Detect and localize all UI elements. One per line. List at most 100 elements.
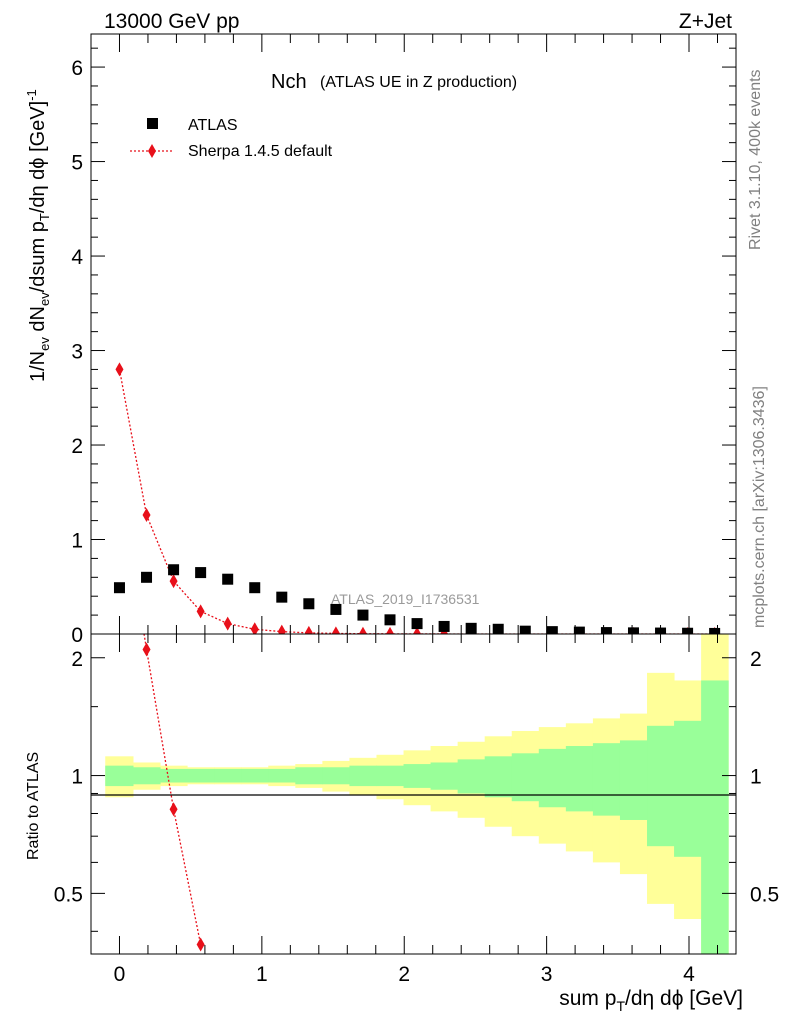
top-y-tick-label: 6 xyxy=(71,57,83,80)
band-inner xyxy=(105,765,134,787)
legend-marker-sherpa xyxy=(148,144,156,158)
data-point xyxy=(519,625,531,634)
mc-point xyxy=(386,626,395,634)
band-inner xyxy=(619,740,648,820)
legend-label-sherpa: Sherpa 1.4.5 default xyxy=(188,143,333,160)
band-inner xyxy=(295,767,323,785)
bottom-y-tick-label: 1 xyxy=(71,766,83,789)
top-axes: 0 1 2 3 4 5 6 xyxy=(71,34,736,647)
x-tick-label: 1 xyxy=(256,963,268,986)
band-inner xyxy=(538,748,567,808)
x-tick-label: 4 xyxy=(683,963,695,986)
band-inner xyxy=(674,720,702,857)
x-tick-label: 3 xyxy=(541,963,553,986)
band-inner xyxy=(322,767,350,785)
top-y-tick-label: 2 xyxy=(71,435,83,458)
energy-label: 13000 GeV pp xyxy=(104,10,239,33)
data-point xyxy=(357,609,369,621)
mc-ratio-point xyxy=(115,473,123,487)
mc-point xyxy=(196,604,205,619)
mc-ratio-point xyxy=(142,642,151,657)
data-point xyxy=(465,622,477,634)
x-tick-label: 0 xyxy=(114,963,126,986)
band-inner xyxy=(647,725,675,847)
top-y-tick-label: 3 xyxy=(71,341,83,364)
data-point xyxy=(709,627,721,634)
chart-subtitle: (ATLAS UE in Z production) xyxy=(320,74,517,91)
band-inner xyxy=(160,768,188,783)
data-point xyxy=(222,573,234,585)
data-point xyxy=(168,564,180,576)
band-inner xyxy=(484,756,513,798)
band-inner xyxy=(187,768,215,783)
band-inner xyxy=(349,765,377,787)
data-point xyxy=(411,618,423,630)
top-y-tick-label: 0 xyxy=(71,624,83,647)
band-inner xyxy=(268,768,296,783)
bottom-y-tick-label-right: 1 xyxy=(750,766,762,789)
x-axis-label: sum pT/dη dϕ [GeV] xyxy=(559,987,743,1014)
data-point xyxy=(600,627,612,634)
mc-point xyxy=(331,626,340,634)
top-y-tick-label: 1 xyxy=(71,530,83,553)
site-label: mcplots.cern.ch [arXiv:1306.3436] xyxy=(751,386,768,628)
band-inner xyxy=(403,764,432,788)
data-point xyxy=(438,620,450,632)
band-inner xyxy=(430,762,459,790)
data-point xyxy=(276,591,288,603)
data-point xyxy=(546,626,558,634)
mc-point xyxy=(358,626,367,634)
mc-point xyxy=(250,622,259,634)
band-inner xyxy=(457,759,486,794)
band-inner xyxy=(214,768,242,783)
bottom-y-tick-label-right: 2 xyxy=(750,648,762,671)
process-label: Z+Jet xyxy=(679,10,732,33)
mc-ratio-line xyxy=(143,634,202,945)
data-point xyxy=(195,567,207,579)
data-point xyxy=(249,582,261,594)
x-tick-label: 2 xyxy=(398,963,410,986)
bottom-y-axis-label: Ratio to ATLAS xyxy=(25,752,42,860)
band-inner xyxy=(565,746,594,812)
data-point xyxy=(113,582,125,594)
bottom-y-tick-label: 2 xyxy=(71,648,83,671)
uncertainty-bands xyxy=(105,634,729,954)
data-point xyxy=(303,598,315,610)
mc-ratio-series xyxy=(115,473,205,952)
band-inner xyxy=(241,768,269,783)
legend: ATLAS Sherpa 1.4.5 default xyxy=(130,117,333,160)
watermark: ATLAS_2019_I1736531 xyxy=(331,591,480,607)
mc-point xyxy=(413,626,422,634)
mc-ratio-point xyxy=(196,937,205,952)
top-y-axis-label: 1/Nev dNev/dsum pT/dη dϕ [GeV]-1 xyxy=(24,89,52,382)
data-point xyxy=(627,627,639,634)
data-point xyxy=(330,603,342,615)
mc-point xyxy=(223,616,232,631)
bottom-panel-frame xyxy=(90,633,737,955)
data-point xyxy=(492,623,504,634)
data-series-top xyxy=(113,564,721,634)
mc-point xyxy=(115,362,124,377)
mc-ratio-point xyxy=(169,802,178,817)
mc-point xyxy=(169,574,178,589)
mc-point xyxy=(142,507,151,522)
band-inner xyxy=(592,743,621,816)
chart-title: Nch xyxy=(271,71,307,93)
mc-point xyxy=(277,624,286,634)
band-inner xyxy=(701,680,729,954)
top-y-tick-label: 5 xyxy=(71,152,83,175)
band-inner xyxy=(376,765,405,787)
data-point xyxy=(141,571,153,583)
rivet-label: Rivet 3.1.10, 400k events xyxy=(747,69,764,250)
legend-label-atlas: ATLAS xyxy=(188,117,238,134)
data-point xyxy=(384,614,396,626)
data-point xyxy=(682,627,694,634)
band-inner xyxy=(511,753,540,802)
data-point xyxy=(573,626,585,634)
bottom-axes: 0.5 0.5 1 1 2 2 0 1 2 3 4 xyxy=(54,634,779,986)
bottom-y-tick-label: 0.5 xyxy=(54,883,83,906)
mc-point xyxy=(304,625,313,634)
band-inner xyxy=(133,767,161,785)
bottom-y-tick-label-right: 0.5 xyxy=(750,883,779,906)
